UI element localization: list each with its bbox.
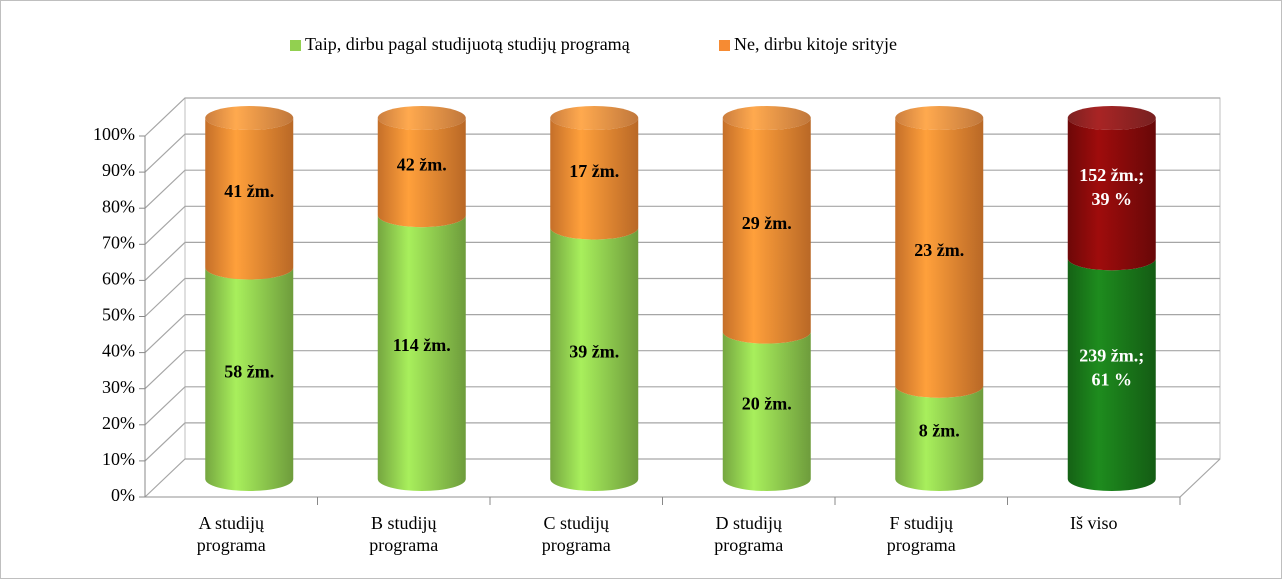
y-tick-label: 90% [102, 160, 135, 180]
bar-top [722, 106, 811, 130]
bar [205, 118, 294, 280]
bar-top [1067, 106, 1156, 130]
y-tick-label: 70% [102, 232, 135, 252]
data-label: 58 žm. [224, 361, 274, 381]
x-tick-label: D studijų programa [714, 513, 784, 555]
data-label: 152 žm.; 39 % [1079, 165, 1144, 209]
x-tick-label: F studijų programa [886, 513, 956, 555]
x-tick-label: B studijų programa [369, 513, 439, 555]
grid-line [144, 97, 1220, 137]
y-tick-label: 30% [102, 377, 135, 397]
bar [1067, 258, 1156, 491]
bar-top [895, 106, 984, 130]
y-tick-label: 100% [93, 124, 135, 144]
bar-top [377, 106, 466, 130]
grid-line [144, 422, 1220, 462]
legend-swatch [290, 40, 301, 51]
grid-line [144, 241, 1220, 281]
grid-line [144, 133, 1220, 173]
bar [1067, 118, 1156, 271]
bar [205, 267, 294, 491]
data-label: 8 žm. [919, 421, 960, 441]
legend-label: Taip, dirbu pagal studijuotą studijų pro… [305, 34, 631, 54]
grid-line [144, 205, 1220, 245]
data-label: 239 žm.; 61 % [1079, 346, 1144, 390]
bar-top [205, 106, 294, 130]
grid-line [144, 277, 1220, 317]
legend-label: Ne, dirbu kitoje srityje [734, 34, 897, 54]
grid-line [144, 386, 1220, 426]
grid-line [144, 314, 1220, 354]
data-label: 114 žm. [393, 335, 451, 355]
data-label: 17 žm. [569, 161, 619, 181]
data-label-line: 152 žm.; [1079, 165, 1144, 185]
legend-swatch [719, 40, 730, 51]
x-tick-label: C studijų programa [541, 513, 611, 555]
y-tick-label: 60% [102, 269, 135, 289]
data-label-line: 61 % [1092, 370, 1133, 390]
bar-top [550, 106, 639, 130]
data-label: 39 žm. [569, 341, 619, 361]
data-label: 41 žm. [224, 181, 274, 201]
grid-line [144, 350, 1220, 390]
data-label: 20 žm. [742, 393, 792, 413]
bar [722, 118, 811, 344]
bar [377, 118, 466, 228]
data-label-line: 239 žm.; [1079, 346, 1144, 366]
y-tick-label: 10% [102, 449, 135, 469]
data-label: 23 žm. [914, 240, 964, 260]
bar [895, 118, 984, 398]
y-tick-label: 20% [102, 413, 135, 433]
grid-line [144, 169, 1220, 209]
y-tick-label: 40% [102, 341, 135, 361]
bar [550, 227, 639, 491]
data-label: 42 žm. [397, 155, 447, 175]
x-tick-label: Iš viso [1069, 513, 1118, 533]
data-label: 29 žm. [742, 213, 792, 233]
y-tick-label: 50% [102, 305, 135, 325]
bar [550, 118, 639, 240]
y-tick-label: 80% [102, 196, 135, 216]
grid-line [144, 458, 1220, 498]
data-label-line: 39 % [1092, 189, 1133, 209]
y-tick-label: 0% [111, 485, 135, 505]
bar [895, 385, 984, 491]
bar [377, 215, 466, 491]
x-tick-label: A studijų programa [196, 513, 266, 555]
bar [722, 331, 811, 491]
